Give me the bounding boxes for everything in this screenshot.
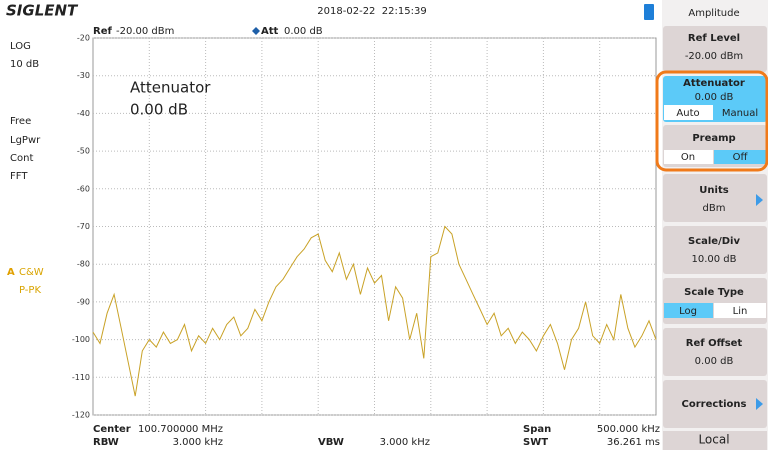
button-label: Ref Level bbox=[688, 33, 740, 44]
vbw-label: VBW bbox=[318, 437, 344, 448]
att-icon bbox=[252, 27, 260, 35]
option-label: On bbox=[681, 152, 695, 163]
button-label: Scale Type bbox=[684, 287, 744, 298]
rbw-value: 3.000 kHz bbox=[173, 437, 223, 448]
button-label: Scale/Div bbox=[688, 236, 740, 247]
swt-label: SWT bbox=[523, 437, 548, 448]
button-value: -20.00 dBm bbox=[685, 51, 743, 62]
button-value: 0.00 dB bbox=[695, 356, 734, 367]
status: LOG bbox=[10, 41, 31, 52]
button-label: Attenuator bbox=[683, 78, 745, 89]
ref-value: -20.00 dBm bbox=[116, 26, 174, 37]
center-label: Center bbox=[93, 424, 131, 435]
button-label: Corrections bbox=[682, 399, 747, 410]
brand: SIGLENT bbox=[6, 2, 79, 20]
status-panel: LOG 10 dB Free LgPwr Cont FFT A C&W P-PK bbox=[7, 41, 44, 296]
status: LgPwr bbox=[10, 135, 41, 146]
option-lin[interactable] bbox=[714, 303, 766, 318]
option-manual[interactable] bbox=[714, 105, 766, 120]
option-label: Lin bbox=[733, 306, 748, 317]
option-label: Off bbox=[733, 152, 749, 163]
button-label: Preamp bbox=[692, 133, 735, 144]
y-tick-label: -50 bbox=[77, 147, 90, 156]
button-value: 10.00 dB bbox=[691, 254, 736, 265]
trace-id: A bbox=[7, 267, 15, 278]
y-tick-label: -90 bbox=[77, 297, 90, 306]
arrow bbox=[756, 398, 763, 410]
ref-level-button[interactable] bbox=[663, 26, 767, 72]
y-tick-label: -20 bbox=[77, 34, 90, 43]
y-tick-label: -70 bbox=[77, 222, 90, 231]
span-value: 500.000 kHz bbox=[597, 424, 660, 435]
trace-mode: C&W bbox=[19, 267, 44, 278]
y-tick-label: -40 bbox=[77, 109, 90, 118]
center-value: 100.700000 MHz bbox=[138, 424, 223, 435]
y-tick-label: -110 bbox=[72, 373, 90, 382]
option-on[interactable] bbox=[664, 150, 713, 164]
ref-offset-button[interactable] bbox=[663, 328, 767, 376]
arrow bbox=[756, 194, 763, 206]
annotation-title: Attenuator bbox=[130, 79, 211, 97]
vbw-value: 3.000 kHz bbox=[380, 437, 430, 448]
local-button[interactable] bbox=[663, 431, 767, 450]
option-label: Auto bbox=[676, 108, 699, 119]
status: 10 dB bbox=[10, 59, 39, 70]
y-tick-label: -100 bbox=[72, 335, 90, 344]
option-label: Log bbox=[679, 306, 697, 317]
y-tick-label: -120 bbox=[72, 411, 90, 420]
annotation-value: 0.00 dB bbox=[130, 101, 188, 119]
status: Cont bbox=[10, 153, 33, 164]
ref-label: Ref bbox=[93, 26, 112, 37]
option-off[interactable] bbox=[714, 150, 766, 164]
menu-title: Amplitude bbox=[688, 8, 739, 19]
att-label: Att bbox=[261, 26, 279, 37]
highlight bbox=[655, 70, 768, 172]
detector: P-PK bbox=[19, 285, 41, 296]
battery bbox=[644, 4, 654, 20]
y-tick-label: -60 bbox=[77, 184, 90, 193]
status: FFT bbox=[10, 171, 28, 182]
rbw-label: RBW bbox=[93, 437, 119, 448]
option-label: Manual bbox=[722, 108, 758, 119]
button-label: Local bbox=[698, 433, 729, 447]
menu: Amplitude Ref Level -20.00 dBm Attenuato… bbox=[655, 0, 768, 450]
y-tick-label: -30 bbox=[77, 71, 90, 80]
status: Free bbox=[10, 116, 31, 127]
y-tick-label: -80 bbox=[77, 260, 90, 269]
att-value: 0.00 dB bbox=[284, 26, 323, 37]
units-button[interactable] bbox=[663, 174, 767, 222]
scale-div-button[interactable] bbox=[663, 226, 767, 274]
trace bbox=[92, 225, 657, 397]
option-auto[interactable] bbox=[664, 105, 713, 120]
plot-area bbox=[92, 37, 657, 416]
option-log[interactable] bbox=[664, 303, 713, 318]
span-label: Span bbox=[523, 424, 551, 435]
button-label: Units bbox=[699, 185, 728, 196]
button-value: dBm bbox=[703, 203, 726, 214]
swt-value: 36.261 ms bbox=[607, 437, 660, 448]
button-label: Ref Offset bbox=[686, 338, 743, 349]
datetime: 2018-02-22 22:15:39 bbox=[317, 6, 426, 17]
corrections-button[interactable] bbox=[663, 380, 767, 428]
button-value: 0.00 dB bbox=[695, 92, 734, 103]
